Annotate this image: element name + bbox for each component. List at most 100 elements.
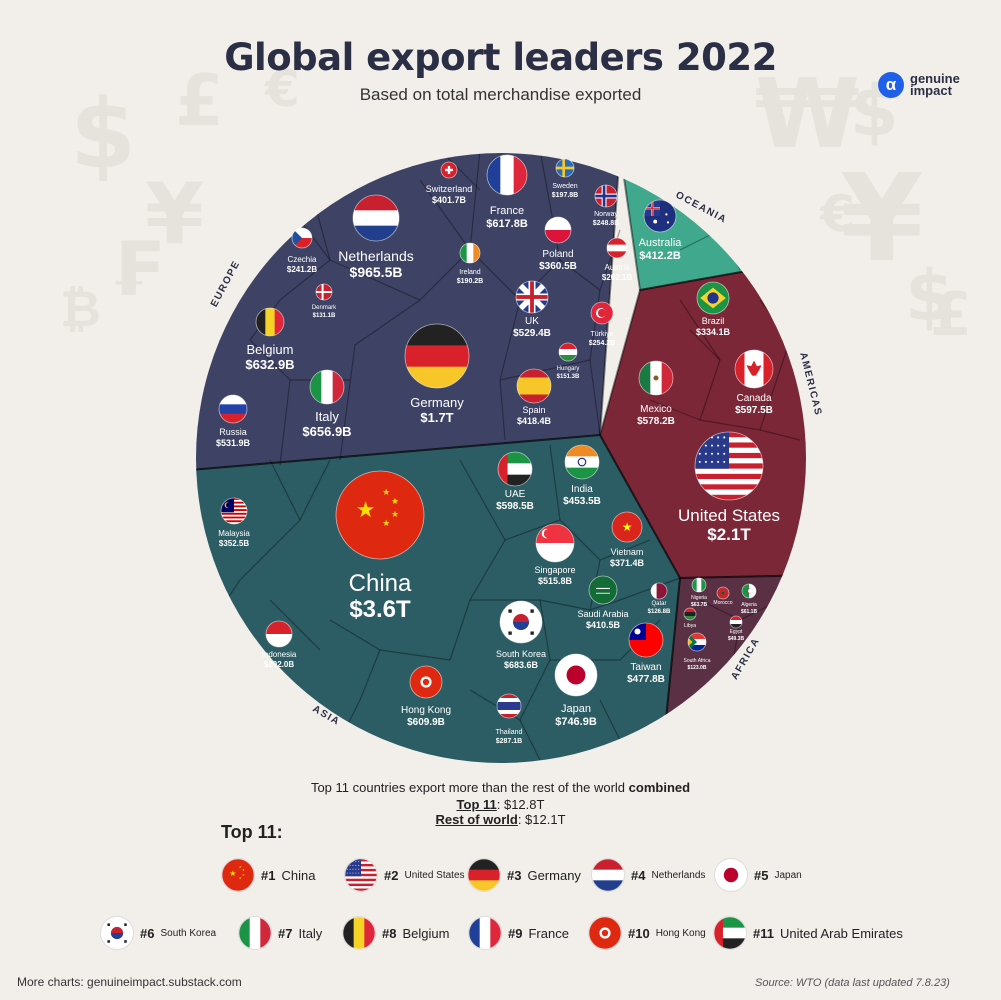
switzerland-flag-icon [440, 161, 458, 179]
country-cell-singapore[interactable]: Singapore$515.8B [534, 523, 576, 586]
country-value: $334.1B [696, 327, 731, 337]
australia-flag-icon [643, 199, 677, 233]
region-border [196, 433, 682, 763]
top11-item[interactable]: #11 United Arab Emirates [713, 916, 903, 950]
country-cell-italy[interactable]: Italy$656.9B [302, 369, 352, 439]
top11-item[interactable]: #10 Hong Kong [588, 916, 706, 950]
country-cell-t-rkiye[interactable]: Türkiye $254.2B [589, 301, 615, 347]
top11-item[interactable]: #2 United States [344, 858, 465, 892]
country-cell-mexico[interactable]: Mexico$578.2B [637, 360, 675, 427]
netherlands-flag-icon [591, 858, 625, 892]
country-cell-uae[interactable]: UAE$598.5B [496, 451, 534, 512]
top11-item[interactable]: #8 Belgium [342, 916, 449, 950]
country-cell-czechia[interactable]: Czechia$241.2B [287, 227, 317, 274]
cell-border [339, 299, 421, 461]
country-cell-south-africa[interactable]: South Africa$123.0B [684, 632, 711, 671]
country-cell-norway[interactable]: Norway $248.8B [593, 184, 619, 227]
country-cell-australia[interactable]: Australia$412.2B [639, 199, 683, 262]
rank-number: #2 [384, 867, 399, 883]
country-cell-algeria[interactable]: Algeria$61.1B [741, 583, 758, 615]
netherlands-flag-icon [352, 194, 400, 242]
top11-item[interactable]: #5 Japan [714, 858, 802, 892]
rank-number: #5 [754, 867, 769, 883]
top11-item[interactable]: #7 Italy [238, 916, 322, 950]
china-flag-icon: ★★★★★ [221, 858, 255, 892]
algeria-flag-icon [741, 583, 757, 599]
country-value: $63.7B [691, 602, 708, 608]
country-cell-denmark[interactable]: Denmark $131.1B [312, 283, 337, 319]
usa-flag-icon [344, 858, 378, 892]
rank-number: #4 [631, 867, 646, 883]
country-cell-morocco[interactable]: Morocco [713, 586, 733, 606]
country-cell-austria[interactable]: Austria$202.1B [602, 237, 632, 282]
country-name: Switzerland [426, 184, 473, 194]
india-flag-icon [564, 444, 600, 480]
country-value: $202.1B [602, 273, 632, 282]
country-cell-spain[interactable]: Spain$418.4B [516, 368, 552, 426]
sweden-flag-icon [555, 158, 575, 178]
country-cell-poland[interactable]: Poland$360.5B [539, 216, 577, 272]
country-name: Austria [605, 263, 630, 272]
svg-text:★: ★ [391, 510, 399, 520]
country-cell-indonesia[interactable]: Indonesia$292.0B [262, 620, 297, 669]
cell-border [689, 329, 721, 361]
country-cell-qatar[interactable]: Qatar $126.8B [648, 582, 671, 615]
country-cell-france[interactable]: France$617.8B [486, 154, 528, 230]
country-cell-ireland[interactable]: Ireland $190.2B [457, 242, 483, 285]
rank-country-name: United States [404, 869, 465, 881]
country-cell-germany[interactable]: Germany$1.7T [404, 323, 470, 425]
belgium-flag-icon [342, 916, 376, 950]
country-cell-nigeria[interactable]: Nigeria$63.7B [691, 577, 708, 608]
country-cell-netherlands[interactable]: Netherlands$965.5B [338, 194, 414, 280]
country-name: South Africa [684, 658, 711, 664]
country-cell-brazil[interactable]: Brazil$334.1B [696, 281, 731, 337]
cell-border [499, 299, 521, 441]
cell-border [419, 179, 471, 251]
svg-text:★: ★ [622, 520, 633, 534]
brand-logo[interactable]: α genuine impact [878, 72, 960, 98]
country-cell-united-states[interactable]: United States$2.1T [678, 431, 780, 544]
top11-item[interactable]: #6 South Korea [100, 916, 216, 950]
country-value: $287.1B [496, 738, 522, 745]
country-cell-libya[interactable]: Libya [683, 607, 697, 629]
country-cell-egypt[interactable]: Egypt$49.3B [728, 615, 745, 642]
country-value: $965.5B [350, 264, 403, 280]
brand-line1: genuine [910, 71, 960, 86]
footer-link[interactable]: More charts: genuineimpact.substack.com [17, 975, 242, 989]
background-currency-symbol: € [265, 60, 300, 118]
country-cell-india[interactable]: India$453.5B [563, 444, 601, 507]
cell-border [449, 459, 506, 661]
background-currency-symbol: £ [175, 60, 224, 142]
country-value: $412.2B [639, 250, 681, 262]
country-name: Hungary [557, 366, 580, 372]
nigeria-flag-icon [691, 577, 707, 593]
country-cell-belgium[interactable]: Belgium$632.9B [245, 307, 295, 372]
country-cell-hong-kong[interactable]: Hong Kong$609.9B [401, 665, 451, 728]
top11-item[interactable]: ★ ★ ★ ★ ★ #1 China [221, 858, 315, 892]
country-value: $371.4B [610, 558, 645, 568]
uk-flag-icon [515, 280, 549, 314]
country-cell-saudi-arabia[interactable]: Saudi Arabia$410.5B [577, 575, 629, 630]
country-cell-vietnam[interactable]: ★ Vietnam$371.4B [610, 511, 645, 568]
country-cell-thailand[interactable]: Thailand $287.1B [496, 693, 523, 745]
top11-item[interactable]: #3 Germany [467, 858, 581, 892]
svg-text:★: ★ [229, 869, 236, 878]
rank-number: #11 [753, 925, 774, 941]
top11-item[interactable]: #4 Netherlands [591, 858, 705, 892]
country-name: Japan [561, 703, 591, 715]
country-cell-south-korea[interactable]: South Korea$683.6B [496, 600, 546, 670]
country-cell-china[interactable]: ★★★★★China$3.6T [335, 470, 425, 623]
country-cell-canada[interactable]: Canada$597.5B [734, 349, 774, 416]
rank-country-name: China [281, 867, 316, 883]
country-cell-uk[interactable]: UK$529.4B [513, 280, 551, 339]
country-value: $617.8B [486, 218, 528, 230]
country-cell-sweden[interactable]: Sweden $197.8B [552, 158, 578, 199]
country-cell-russia[interactable]: Russia$531.9B [216, 394, 251, 448]
country-name: Hong Kong [401, 705, 451, 716]
country-cell-taiwan[interactable]: Taiwan$477.8B [627, 622, 665, 685]
country-cell-hungary[interactable]: Hungary $151.3B [557, 342, 580, 380]
country-value: $418.4B [517, 416, 552, 426]
top11-item[interactable]: #9 France [468, 916, 569, 950]
country-cell-japan[interactable]: Japan$746.9B [554, 653, 598, 728]
country-cell-switzerland[interactable]: Switzerland$401.7B [426, 161, 473, 205]
